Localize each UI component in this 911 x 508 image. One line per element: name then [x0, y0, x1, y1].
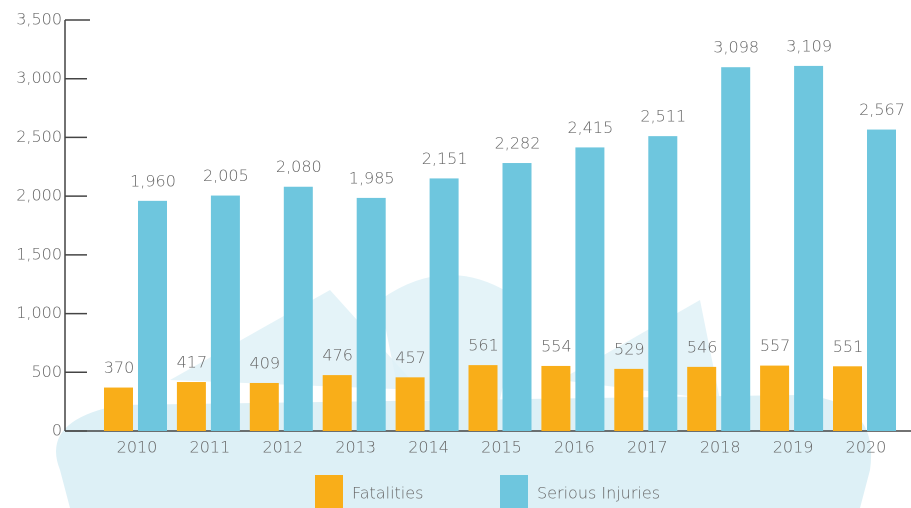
- value-label: 554: [541, 336, 572, 355]
- value-label: 561: [468, 336, 499, 355]
- x-tick-label: 2016: [554, 438, 595, 457]
- bar: [469, 365, 498, 431]
- value-label: 2,005: [203, 166, 249, 185]
- y-tick-label: 500: [31, 362, 62, 381]
- x-tick-label: 2019: [773, 438, 814, 457]
- bar: [357, 198, 386, 431]
- value-label: 529: [614, 339, 645, 358]
- value-label: 457: [395, 348, 426, 367]
- bar: [794, 66, 823, 431]
- bar: [323, 375, 352, 431]
- value-label: 476: [322, 346, 353, 365]
- value-label: 370: [104, 358, 135, 377]
- value-label: 557: [760, 336, 791, 355]
- bar: [177, 382, 206, 431]
- value-label: 2,415: [567, 118, 613, 137]
- value-label: 2,282: [495, 134, 541, 153]
- bar: [541, 366, 570, 431]
- bar: [430, 178, 459, 431]
- bar: [396, 377, 425, 431]
- y-tick-label: 1,000: [16, 303, 62, 322]
- bar: [760, 366, 789, 431]
- bar: [138, 201, 167, 431]
- y-tick-label: 1,500: [16, 244, 62, 263]
- bar: [867, 130, 896, 431]
- bar: [614, 369, 643, 431]
- value-label: 2,511: [640, 107, 686, 126]
- value-label: 417: [177, 353, 208, 372]
- x-tick-label: 2013: [335, 438, 376, 457]
- x-tick-label: 2011: [190, 438, 231, 457]
- value-label: 2,151: [422, 149, 468, 168]
- value-label: 409: [250, 353, 281, 372]
- y-tick-label: 2,000: [16, 186, 62, 205]
- bar: [104, 388, 133, 431]
- bar: [211, 196, 240, 431]
- legend-label: Fatalities: [352, 484, 423, 503]
- y-tick-label: 3,000: [16, 68, 62, 87]
- legend-swatch: [500, 475, 528, 508]
- y-tick-label: 0: [52, 421, 62, 440]
- x-tick-label: 2010: [117, 438, 158, 457]
- bar: [833, 366, 862, 431]
- x-tick-label: 2018: [700, 438, 741, 457]
- value-label: 2,080: [276, 157, 322, 176]
- bar: [284, 187, 313, 431]
- legend-swatch: [315, 475, 343, 508]
- x-tick-label: 2012: [262, 438, 303, 457]
- bar: [721, 67, 750, 431]
- x-tick-label: 2014: [408, 438, 449, 457]
- value-label: 1,960: [130, 171, 176, 190]
- y-tick-label: 3,500: [16, 10, 62, 29]
- x-tick-label: 2020: [846, 438, 887, 457]
- value-label: 2,567: [859, 100, 905, 119]
- value-label: 1,985: [349, 168, 395, 187]
- bar: [503, 163, 532, 431]
- x-tick-label: 2017: [627, 438, 668, 457]
- x-tick-label: 2015: [481, 438, 522, 457]
- bar: [648, 136, 677, 431]
- bar: [687, 367, 716, 431]
- value-label: 3,109: [786, 36, 832, 55]
- y-tick-label: 2,500: [16, 127, 62, 146]
- bar: [250, 383, 279, 431]
- value-label: 546: [687, 337, 718, 356]
- value-label: 3,098: [713, 38, 759, 57]
- chart: 0 500 1,000 1,500 2,000 2,500 3,000 3,500 2010 37…: [0, 0, 911, 508]
- value-label: 551: [833, 337, 864, 356]
- legend-label: Serious Injuries: [537, 484, 660, 503]
- bar: [575, 147, 604, 431]
